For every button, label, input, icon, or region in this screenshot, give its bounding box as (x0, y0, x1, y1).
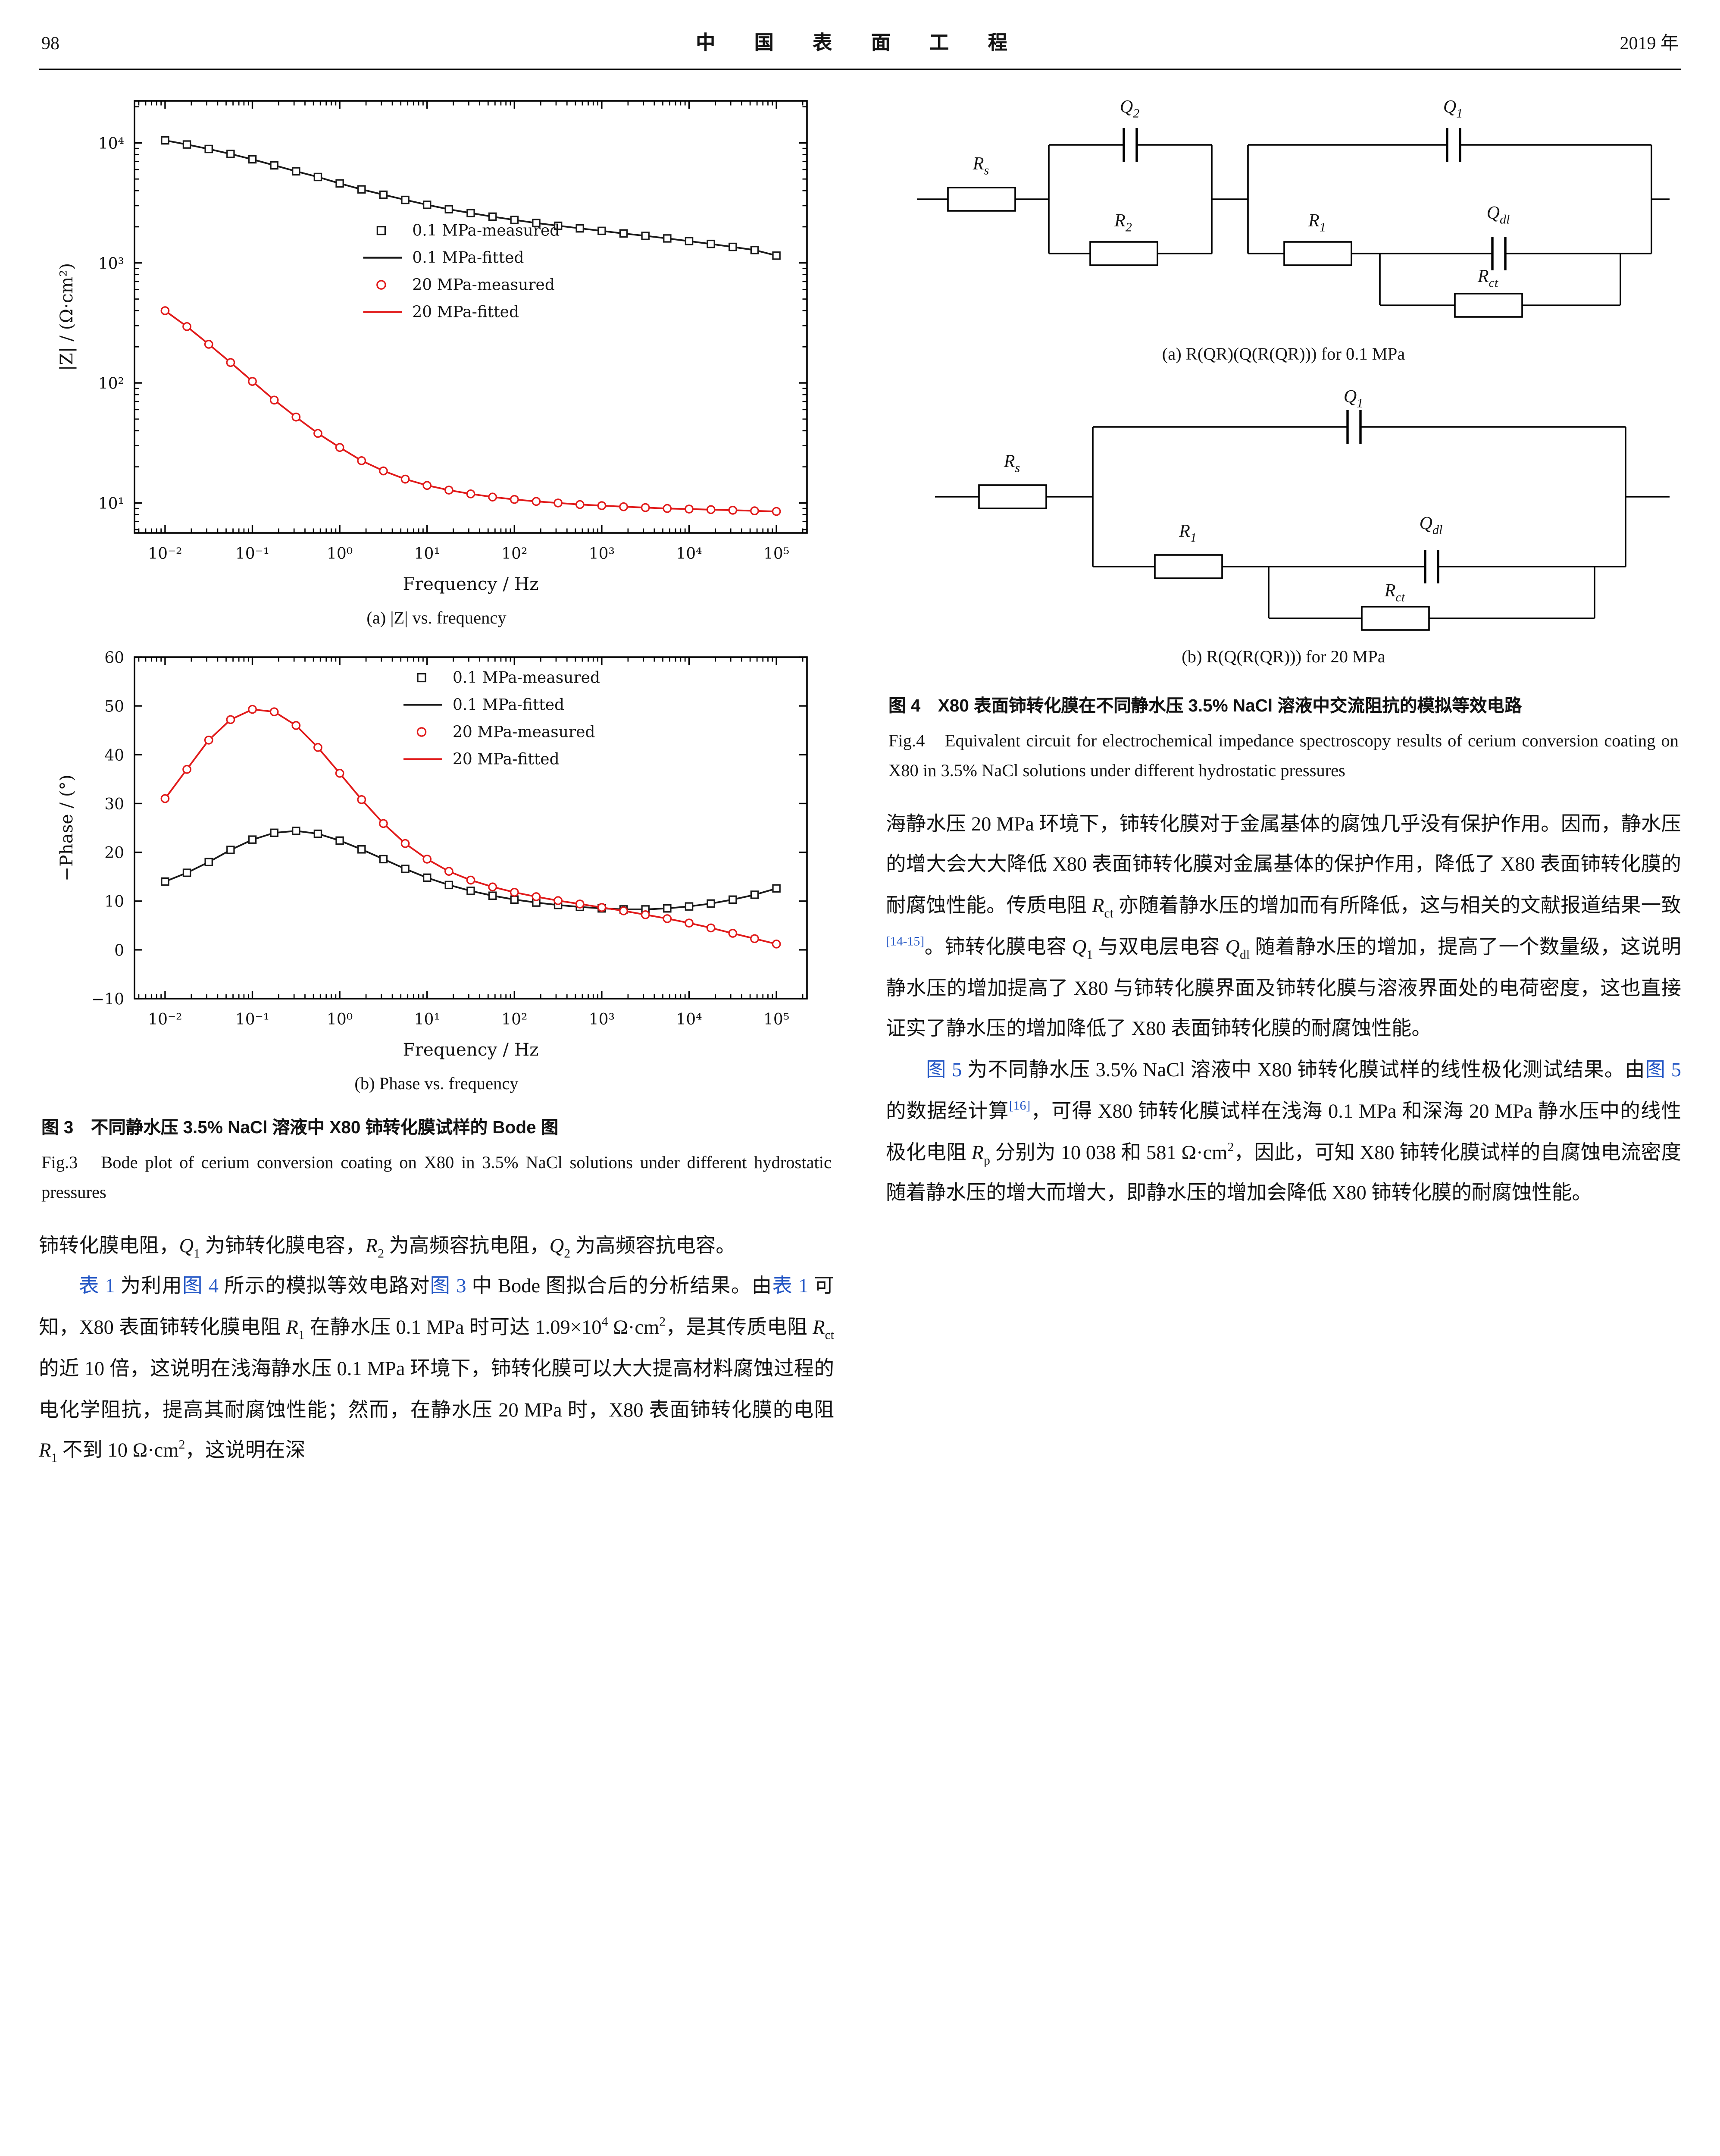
svg-text:40: 40 (104, 747, 124, 765)
fig4-caption-cn: 图 4 X80 表面铈转化膜在不同静水压 3.5% NaCl 溶液中交流阻抗的模… (888, 696, 1522, 715)
circuit-label-rs: Rs (1004, 453, 1020, 476)
two-column-body: 10⁻² 10⁻¹ 10⁰ 10¹ 10² 10³ 10⁴ 10⁵ 10¹ 10² 10³ 10⁴ Fr… (39, 91, 1681, 2156)
body-paragraph: 海静水压 20 MPa 环境下，铈转化膜对于金属基体的腐蚀几乎没有保护作用。因而… (886, 813, 1681, 1040)
svg-text:−Phase / (°): −Phase / (°) (56, 774, 76, 881)
cross-ref[interactable]: [16] (1009, 1099, 1031, 1114)
svg-text:10⁻¹: 10⁻¹ (235, 545, 269, 563)
svg-text:10⁻¹: 10⁻¹ (235, 1011, 269, 1028)
circuit-a-caption: (a) R(QR)(Q(R(QR))) for 0.1 MPa (1162, 344, 1405, 364)
circuit-b-diagram (934, 410, 1669, 631)
fig4-caption-en: Fig.4 Equivalent circuit for electrochem… (888, 730, 1679, 780)
svg-text:10¹: 10¹ (97, 495, 123, 513)
svg-text:20 MPa-measured: 20 MPa-measured (452, 724, 594, 741)
svg-text:20 MPa-fitted: 20 MPa-fitted (412, 304, 519, 321)
svg-text:10⁵: 10⁵ (763, 545, 788, 563)
circuit-label-r1: R1 (1308, 212, 1326, 235)
svg-text:10¹: 10¹ (413, 1011, 439, 1028)
panel-a-label: (a) |Z| vs. frequency (366, 608, 507, 627)
svg-text:10³: 10³ (588, 1011, 614, 1028)
cross-ref[interactable]: [14-15] (886, 934, 925, 949)
svg-text:10⁰: 10⁰ (326, 545, 352, 563)
page-number: 98 (41, 35, 59, 54)
body-paragraph: 表 1 为利用图 4 所示的模拟等效电路对图 3 中 Bode 图拟合后的分析结… (39, 1275, 834, 1467)
svg-text:10⁰: 10⁰ (326, 1011, 352, 1028)
circuit-label-r2: R2 (1114, 212, 1132, 235)
svg-text:10⁴: 10⁴ (675, 1011, 701, 1028)
svg-text:0.1 MPa-fitted: 0.1 MPa-fitted (412, 249, 523, 267)
svg-text:0: 0 (114, 942, 124, 959)
svg-text:10²: 10² (97, 375, 123, 393)
circuit-label-qdl: Qdl (1419, 515, 1443, 538)
svg-text:Frequency / Hz: Frequency / Hz (402, 573, 538, 594)
cross-ref[interactable]: 图 4 (182, 1275, 219, 1298)
svg-text:20: 20 (104, 844, 124, 862)
svg-text:10³: 10³ (588, 545, 614, 563)
svg-text:10³: 10³ (97, 255, 123, 273)
svg-text:10⁻²: 10⁻² (147, 1011, 181, 1028)
svg-text:20 MPa-fitted: 20 MPa-fitted (452, 751, 559, 768)
svg-text:10⁻²: 10⁻² (147, 545, 181, 563)
cross-ref[interactable]: 图 5 (1645, 1059, 1681, 1082)
circuit-label-q1: Q1 (1443, 98, 1463, 122)
cross-ref[interactable]: 表 1 (79, 1275, 115, 1298)
bode-phase-chart: 10⁻² 10⁻¹ 10⁰ 10¹ 10² 10³ 10⁴ 10⁵ −10 0 10 20 30 40 50… (56, 649, 807, 1060)
cross-ref[interactable]: 表 1 (772, 1275, 809, 1298)
circuit-label-rct: Rct (1477, 268, 1498, 291)
fig3-caption-en: Fig.3 Bode plot of cerium conversion coa… (41, 1152, 832, 1201)
svg-text:10⁴: 10⁴ (675, 545, 701, 563)
circuit-label-q1: Q1 (1343, 388, 1363, 411)
svg-text:10⁴: 10⁴ (97, 135, 123, 153)
svg-text:|Z| / (Ω·cm²): |Z| / (Ω·cm²) (56, 263, 76, 371)
circuit-label-rs: Rs (973, 155, 989, 179)
equivalent-circuit-b: Rs Q1 R1 Qdl Rct (896, 388, 1672, 640)
journal-title: 中 国 表 面 工 程 (696, 32, 1024, 54)
svg-text:−10: −10 (91, 991, 124, 1009)
panel-b-label: (b) Phase vs. frequency (354, 1074, 519, 1093)
svg-text:0.1 MPa-fitted: 0.1 MPa-fitted (452, 696, 564, 714)
circuit-label-rct: Rct (1384, 582, 1405, 605)
circuit-label-qdl: Qdl (1486, 204, 1510, 228)
right-column: Rs Q2 R2 Q1 R1 Qdl Rct (a) R(QR)(Q(R(QR)… (886, 91, 1681, 1215)
svg-text:Frequency / Hz: Frequency / Hz (402, 1039, 538, 1060)
body-paragraph: 图 5 为不同静水压 3.5% NaCl 溶液中 X80 铈转化膜试样的线性极化… (886, 1059, 1681, 1205)
svg-text:50: 50 (104, 698, 124, 716)
svg-text:20 MPa-measured: 20 MPa-measured (412, 276, 554, 294)
page-header: 98 中 国 表 面 工 程 2019 年 (39, 18, 1681, 69)
circuit-label-q2: Q2 (1120, 98, 1140, 122)
circuit-label-r1: R1 (1179, 523, 1197, 546)
body-paragraph: 铈转化膜电阻，Q1 为铈转化膜电容，R2 为高频容抗电阻，Q2 为高频容抗电容。 (39, 1235, 736, 1261)
svg-text:10²: 10² (501, 545, 527, 563)
svg-text:10¹: 10¹ (413, 545, 439, 563)
fig3-caption-cn: 图 3 不同静水压 3.5% NaCl 溶液中 X80 铈转化膜试样的 Bode… (41, 1118, 559, 1137)
svg-text:60: 60 (104, 649, 124, 667)
cross-ref[interactable]: 图 3 (430, 1275, 466, 1298)
circuit-b-caption: (b) R(Q(R(QR))) for 20 MPa (1182, 647, 1385, 666)
left-column: 10⁻² 10⁻¹ 10⁰ 10¹ 10² 10³ 10⁴ 10⁵ 10¹ 10² 10³ 10⁴ Fr… (39, 91, 834, 1472)
bode-impedance-chart: 10⁻² 10⁻¹ 10⁰ 10¹ 10² 10³ 10⁴ 10⁵ 10¹ 10² 10³ 10⁴ Fr… (56, 100, 807, 594)
svg-text:10: 10 (104, 893, 124, 911)
year-label: 2019 年 (1620, 35, 1679, 54)
svg-text:30: 30 (104, 796, 124, 813)
circuit-a-diagram (916, 128, 1669, 318)
svg-text:0.1 MPa-measured: 0.1 MPa-measured (412, 222, 559, 240)
svg-text:10⁵: 10⁵ (763, 1011, 788, 1028)
header-rule (39, 69, 1681, 70)
svg-text:10²: 10² (501, 1011, 527, 1028)
cross-ref[interactable]: 图 5 (926, 1059, 962, 1082)
equivalent-circuit-a: Rs Q2 R2 Q1 R1 Qdl Rct (896, 98, 1672, 338)
svg-text:0.1 MPa-measured: 0.1 MPa-measured (452, 669, 600, 687)
